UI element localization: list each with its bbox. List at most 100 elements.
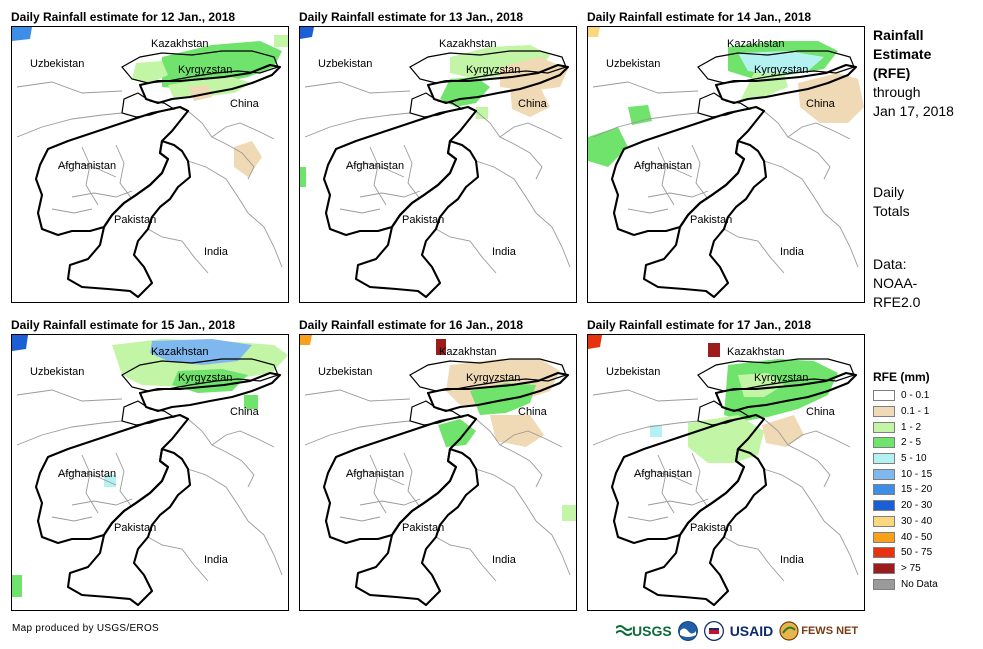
legend-item: 30 - 40 bbox=[873, 514, 938, 530]
rfe-title-line1: Rainfall bbox=[873, 27, 924, 43]
label-pakistan: Pakistan bbox=[114, 214, 156, 226]
panel-title-jan17: Daily Rainfall estimate for 17 Jan., 201… bbox=[587, 318, 812, 332]
boundary-line bbox=[304, 81, 411, 94]
rainfall-area bbox=[588, 27, 600, 37]
focus-country-outline bbox=[354, 139, 480, 299]
focus-country-outline bbox=[714, 371, 858, 413]
usgs-logo: USGS bbox=[616, 623, 672, 639]
legend-swatch bbox=[873, 562, 895, 574]
legend-swatch bbox=[873, 468, 895, 480]
label-china: China bbox=[806, 98, 836, 110]
rainfall-area bbox=[490, 415, 544, 447]
boundary-line bbox=[691, 452, 709, 508]
label-pakistan: Pakistan bbox=[402, 214, 444, 226]
legend-swatch bbox=[873, 578, 895, 590]
boundary-line bbox=[499, 122, 563, 140]
boundary-line bbox=[147, 536, 209, 582]
boundary-line bbox=[345, 162, 405, 178]
focus-country-outline bbox=[354, 447, 480, 607]
label-pakistan: Pakistan bbox=[690, 214, 732, 226]
label-pakistan: Pakistan bbox=[402, 522, 444, 534]
through-date-value: Jan 17, 2018 bbox=[873, 103, 954, 119]
daily-label: Daily bbox=[873, 184, 905, 200]
panel-title-jan12: Daily Rainfall estimate for 12 Jan., 201… bbox=[11, 10, 236, 24]
label-uzbekistan: Uzbekistan bbox=[318, 58, 372, 70]
label-india: India bbox=[780, 554, 805, 566]
legend-swatch bbox=[873, 437, 895, 449]
boundary-line bbox=[304, 420, 411, 446]
fews-net-logo: FEWS NET bbox=[779, 621, 858, 641]
focus-country-outline bbox=[642, 447, 768, 607]
label-pakistan: Pakistan bbox=[114, 522, 156, 534]
label-china: China bbox=[806, 406, 836, 418]
label-afghanistan: Afghanistan bbox=[634, 160, 692, 172]
label-uzbekistan: Uzbekistan bbox=[318, 366, 372, 378]
legend-label: 15 - 20 bbox=[901, 484, 933, 496]
boundary-line bbox=[627, 516, 669, 522]
panel-title-jan14: Daily Rainfall estimate for 14 Jan., 201… bbox=[587, 10, 812, 24]
boundary-line bbox=[592, 112, 699, 138]
boundary-line bbox=[16, 112, 123, 138]
boundary-line bbox=[115, 452, 133, 508]
boundary-line bbox=[16, 81, 123, 94]
boundary-line bbox=[304, 389, 411, 402]
boundary-line bbox=[71, 498, 133, 506]
rainfall-area bbox=[588, 127, 628, 167]
boundary-line bbox=[51, 208, 93, 214]
legend-title: RFE (mm) bbox=[873, 370, 930, 384]
rainfall-area bbox=[12, 335, 28, 351]
boundary-line bbox=[187, 160, 249, 214]
noaa-logo bbox=[677, 621, 698, 641]
legend-swatch bbox=[873, 484, 895, 496]
panel-title-jan13: Daily Rainfall estimate for 13 Jan., 201… bbox=[299, 10, 524, 24]
daily-totals-label: Daily Totals bbox=[873, 183, 910, 221]
boundary-line bbox=[435, 228, 497, 274]
rainfall-area bbox=[588, 335, 602, 349]
boundary-line bbox=[475, 468, 537, 522]
label-kyrgyzstan: Kyrgyzstan bbox=[754, 372, 808, 384]
rainfall-area bbox=[738, 373, 784, 397]
boundary-line bbox=[435, 536, 497, 582]
focus-country-outline bbox=[66, 139, 192, 299]
label-india: India bbox=[492, 246, 517, 258]
rainfall-area bbox=[274, 35, 288, 47]
boundary-line bbox=[535, 212, 571, 268]
boundary-line bbox=[627, 208, 669, 214]
legend-swatch bbox=[873, 390, 895, 402]
rainfall-area bbox=[438, 419, 476, 447]
boundary-line bbox=[345, 470, 405, 486]
boundary-line bbox=[763, 110, 831, 180]
noaa-seal-icon bbox=[677, 621, 698, 641]
label-kazakhstan: Kazakhstan bbox=[439, 346, 496, 358]
label-india: India bbox=[204, 554, 229, 566]
focus-country-outline bbox=[642, 139, 768, 299]
rainfall-area bbox=[650, 425, 662, 437]
boundary-line bbox=[787, 122, 851, 140]
panel-title-jan15: Daily Rainfall estimate for 15 Jan., 201… bbox=[11, 318, 236, 332]
label-pakistan: Pakistan bbox=[690, 522, 732, 534]
boundary-line bbox=[81, 454, 99, 514]
label-kazakhstan: Kazakhstan bbox=[439, 38, 496, 50]
boundary-line bbox=[763, 160, 825, 214]
boundary-line bbox=[359, 498, 421, 506]
boundary-line bbox=[823, 520, 859, 576]
label-kazakhstan: Kazakhstan bbox=[151, 346, 208, 358]
label-kyrgyzstan: Kyrgyzstan bbox=[754, 64, 808, 76]
legend-item: 15 - 20 bbox=[873, 482, 938, 498]
boundary-line bbox=[633, 162, 693, 178]
map-credit: Map produced by USGS/EROS bbox=[12, 623, 160, 634]
legend-item: 5 - 10 bbox=[873, 451, 938, 467]
boundary-line bbox=[16, 420, 123, 446]
rainfall-area bbox=[628, 105, 652, 125]
label-china: China bbox=[230, 406, 260, 418]
legend-swatch bbox=[873, 453, 895, 465]
rainfall-area bbox=[132, 61, 168, 83]
label-afghanistan: Afghanistan bbox=[346, 160, 404, 172]
rainfall-area bbox=[168, 77, 252, 99]
boundary-line bbox=[339, 208, 381, 214]
boundary-line bbox=[147, 228, 209, 274]
rainfall-map-jan15: Kazakhstan Uzbekistan Kyrgyzstan China Afgha… bbox=[11, 334, 289, 611]
rainfall-area bbox=[234, 141, 262, 177]
through-label: through bbox=[873, 84, 921, 100]
label-china: China bbox=[518, 406, 548, 418]
